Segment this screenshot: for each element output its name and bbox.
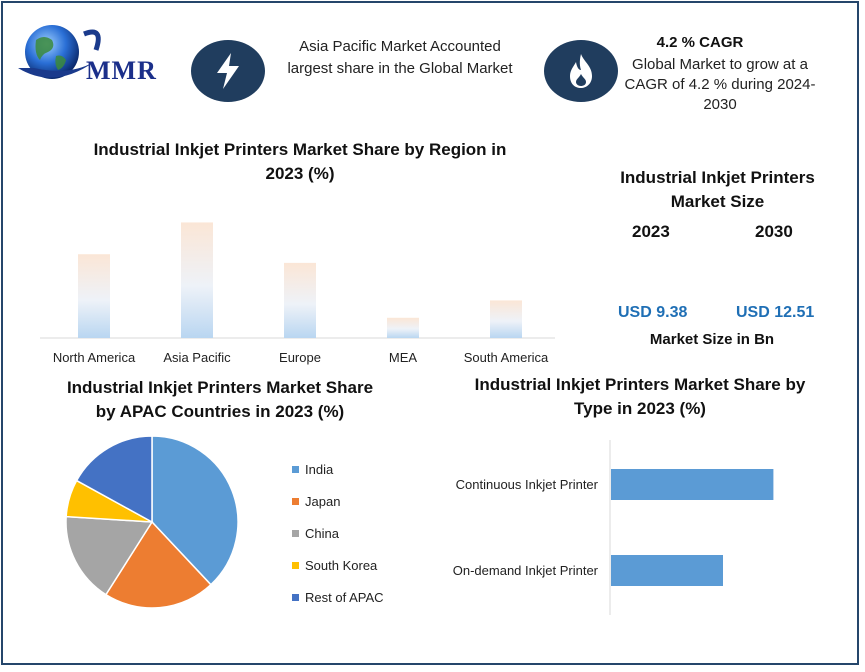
legend-swatch-south-korea <box>292 562 299 569</box>
type-bar-continuous-inkjet-printer <box>611 469 774 500</box>
region-bar-mea <box>387 317 419 338</box>
region-label-north-america: North America <box>52 350 136 365</box>
year-2023: 2023 <box>632 222 670 241</box>
globe-icon <box>18 25 101 79</box>
region-bar-chart <box>40 222 555 339</box>
region-chart-title: Industrial Inkjet Printers Market Share … <box>93 140 507 183</box>
legend-item-south-korea: South Korea <box>292 558 377 573</box>
legend-swatch-india <box>292 466 299 473</box>
lightning-icon <box>217 53 239 89</box>
legend-swatch-china <box>292 530 299 537</box>
region-bar-south-america <box>490 300 522 338</box>
region-label-south-america: South America <box>463 350 549 365</box>
pie-slice-india <box>151 435 239 586</box>
legend-label-south-korea: South Korea <box>305 558 378 573</box>
header-left-text: Asia Pacific Market Accounted largest sh… <box>287 38 513 77</box>
flame-icon <box>570 54 592 88</box>
legend-item-japan: Japan <box>292 494 340 509</box>
pie-slice-china <box>65 515 154 596</box>
market-size-title: Industrial Inkjet Printers Market Size <box>620 168 815 211</box>
legend-item-india: India <box>292 462 333 477</box>
apac-pie-chart <box>65 435 239 609</box>
region-label-europe: Europe <box>279 350 321 365</box>
market-value-2030: USD 12.51 <box>736 304 815 321</box>
legend-label-rest-of-apac: Rest of APAC <box>305 590 384 605</box>
region-bar-asia-pacific <box>181 222 213 338</box>
header-left-badge <box>191 40 265 102</box>
type-bar-chart <box>609 440 774 615</box>
legend-label-japan: Japan <box>305 494 341 509</box>
year-2030: 2030 <box>755 222 793 241</box>
cagr-title: 4.2 % CAGR <box>656 34 744 51</box>
region-label-mea: MEA <box>388 350 418 365</box>
mmr-logo: MMR <box>14 20 174 90</box>
market-value-2023: USD 9.38 <box>618 304 688 321</box>
logo-text: MMR <box>86 56 157 85</box>
legend-item-rest-of-apac: Rest of APAC <box>292 590 384 605</box>
legend-label-india: India <box>305 462 334 477</box>
apac-chart-title: Industrial Inkjet Printers Market Share … <box>66 378 374 421</box>
region-label-asia-pacific: Asia Pacific <box>163 350 231 365</box>
cagr-text: Global Market to grow at a CAGR of 4.2 %… <box>624 56 816 113</box>
legend-swatch-rest-of-apac <box>292 594 299 601</box>
header-right-badge <box>544 40 618 102</box>
legend-label-china: China <box>305 526 339 541</box>
type-bar-on-demand-inkjet-printer <box>611 555 723 586</box>
pie-slice-japan <box>104 520 212 609</box>
market-size-unit: Market Size in Bn <box>649 331 775 348</box>
type-label-on-demand-inkjet-printer: On-demand Inkjet Printer <box>452 563 598 578</box>
legend-swatch-japan <box>292 498 299 505</box>
legend-item-china: China <box>292 526 339 541</box>
pie-slice-rest-of-apac <box>75 435 153 524</box>
type-chart-title: Industrial Inkjet Printers Market Share … <box>474 375 806 418</box>
region-bar-europe <box>284 262 316 338</box>
region-bar-north-america <box>78 254 110 338</box>
type-label-continuous-inkjet-printer: Continuous Inkjet Printer <box>455 477 598 492</box>
